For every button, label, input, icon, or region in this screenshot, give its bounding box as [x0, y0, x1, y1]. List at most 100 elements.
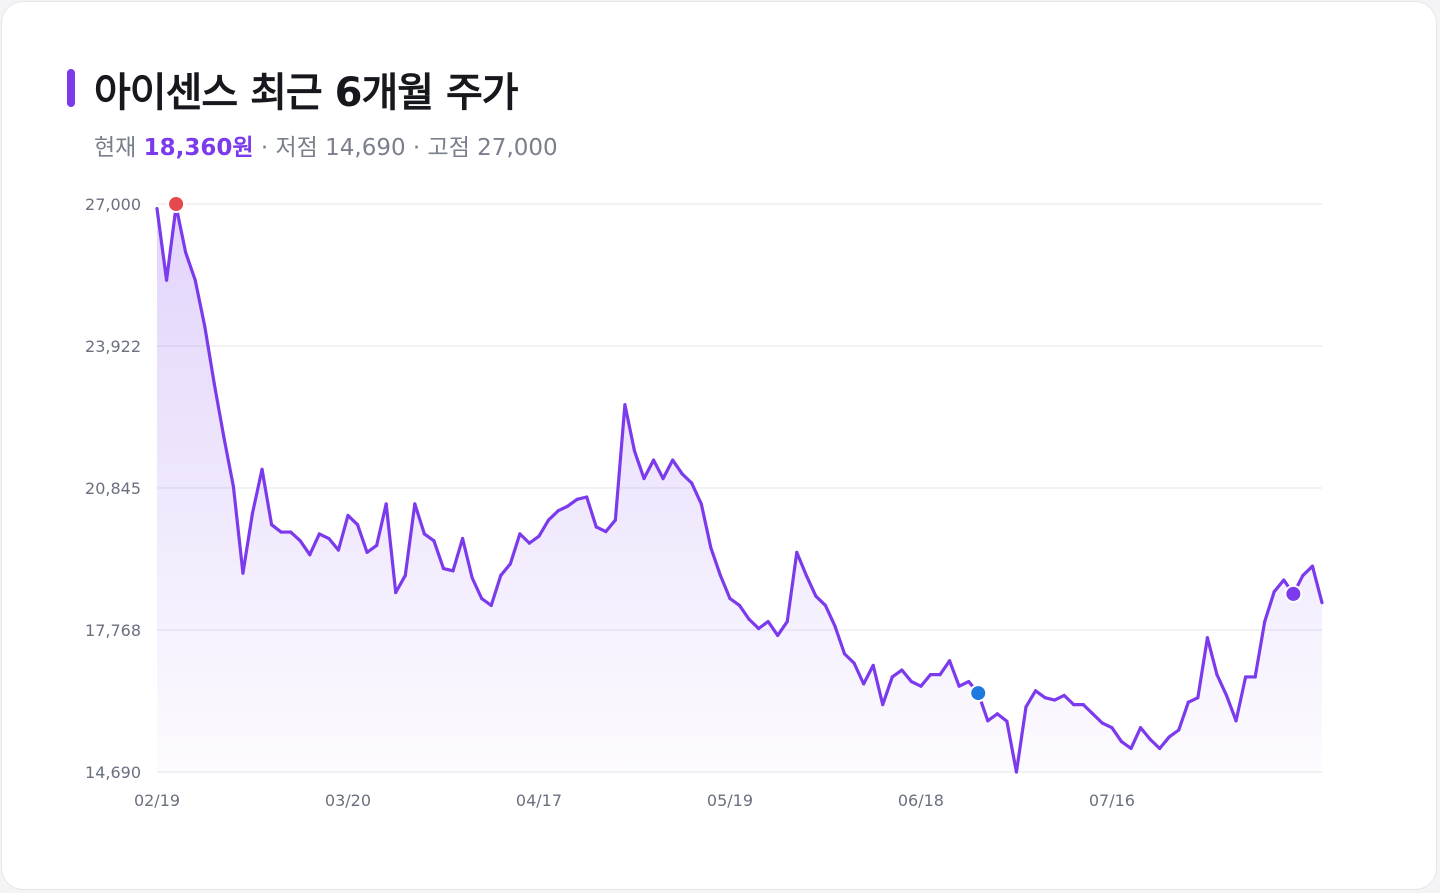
price-line-segment [804, 573, 818, 598]
price-line-segment [871, 663, 885, 707]
price-line-segment [222, 435, 235, 488]
current-label: 현재 [94, 135, 137, 161]
price-line-segment [1138, 726, 1152, 741]
high-price: · 고점 27,000 [412, 135, 558, 161]
price-line-segment [900, 668, 913, 684]
price-line-segment [546, 509, 560, 522]
price-line-segment [1014, 705, 1028, 774]
price-line-segment [1053, 693, 1066, 702]
price-line-segment [384, 502, 398, 595]
title-accent-bar [67, 69, 75, 107]
price-line-segment [709, 546, 723, 578]
price-line-segment [852, 661, 866, 686]
y-tick-label: 23,922 [85, 337, 141, 356]
current-point-marker [1284, 584, 1303, 603]
price-line-segment [308, 532, 321, 557]
price-line-segment [575, 495, 589, 501]
price-line-segment [919, 673, 933, 688]
price-line-segment [1301, 564, 1315, 578]
price-line-segment [441, 566, 455, 573]
price-line-segment [556, 504, 570, 513]
price-line-segment [480, 596, 493, 608]
price-line-segment [1100, 721, 1114, 730]
price-line-segment [155, 207, 169, 282]
y-tick-label: 27,000 [85, 195, 141, 214]
price-line-segment [1033, 689, 1047, 700]
price-line-segment [842, 652, 856, 665]
price-line-segment [785, 550, 799, 624]
price-line-segment [881, 675, 894, 707]
price-line-segment [241, 511, 255, 575]
x-tick-label: 02/19 [134, 791, 180, 810]
price-line-segment [518, 532, 532, 545]
x-tick-label: 07/16 [1089, 791, 1135, 810]
price-line-segment [1119, 739, 1133, 751]
price-line-segment [651, 458, 665, 481]
price-line-segment [250, 467, 264, 515]
price-line-segment [718, 573, 732, 601]
price-line-segment [699, 502, 713, 550]
price-line-segment [1158, 735, 1171, 751]
price-line-segment [680, 472, 694, 485]
price-line-segment [566, 497, 579, 508]
price-line-segment [1224, 693, 1238, 723]
price-line-segment [632, 449, 646, 481]
price-line-segment [690, 481, 703, 506]
price-line-segment [346, 513, 360, 527]
price-line-segment [909, 679, 923, 688]
price-line-segment [1062, 693, 1076, 707]
high-point-marker [167, 195, 186, 213]
low-point-marker [969, 684, 988, 703]
price-line-segment [766, 619, 780, 638]
price-line-segment [212, 382, 226, 439]
price-line-segment [289, 530, 302, 543]
price-line-segment [1043, 696, 1057, 702]
price-line-segment [995, 712, 1009, 723]
price-line-segment [174, 204, 188, 255]
price-line-segment [671, 458, 684, 476]
price-line-segment [1177, 700, 1190, 732]
price-line-segment [1110, 726, 1124, 744]
price-line-segment [336, 513, 350, 552]
price-line-segment [728, 596, 742, 608]
price-line-segment [1234, 675, 1248, 723]
price-line-segment [613, 403, 627, 522]
price-line-segment [537, 518, 551, 538]
price-line-segment [814, 594, 828, 608]
price-line-segment [756, 619, 770, 631]
price-line-segment [1253, 619, 1267, 679]
price-line-segment [1148, 737, 1162, 751]
price-line-segment [375, 502, 388, 548]
price-line-segment [604, 518, 617, 534]
y-tick-label: 17,768 [85, 621, 141, 640]
price-line-segment [823, 603, 837, 628]
price-line-segment [747, 617, 761, 631]
price-line-segment [594, 525, 608, 534]
price-line-segment [1024, 689, 1038, 709]
price-line-segment [957, 679, 971, 688]
x-tick-label: 06/18 [898, 791, 944, 810]
price-line-segment [585, 495, 598, 529]
price-line-segment [986, 712, 999, 723]
x-tick-label: 04/17 [516, 791, 562, 810]
price-line-segment [890, 668, 904, 679]
low-price: · 저점 14,690 [260, 135, 406, 161]
price-line-segment [317, 532, 331, 541]
x-tick-label: 05/19 [707, 791, 753, 810]
price-line-segment [661, 458, 675, 481]
price-line-segment [355, 523, 369, 554]
price-line-segment [489, 573, 503, 608]
price-area [157, 206, 1322, 772]
price-line-segment [394, 573, 407, 595]
price-line-segment [1272, 578, 1286, 594]
price-line-segment [499, 562, 512, 578]
price-line-segment [231, 484, 245, 575]
price-line-segment [413, 502, 426, 536]
price-line-segment [1263, 589, 1276, 624]
price-line-segment [269, 523, 283, 534]
price-line-segment [527, 534, 541, 545]
price-line-segment [737, 603, 751, 621]
price-line-segment [1167, 728, 1181, 739]
chart-title: 아이센스 최근 6개월 주가 [94, 70, 519, 116]
